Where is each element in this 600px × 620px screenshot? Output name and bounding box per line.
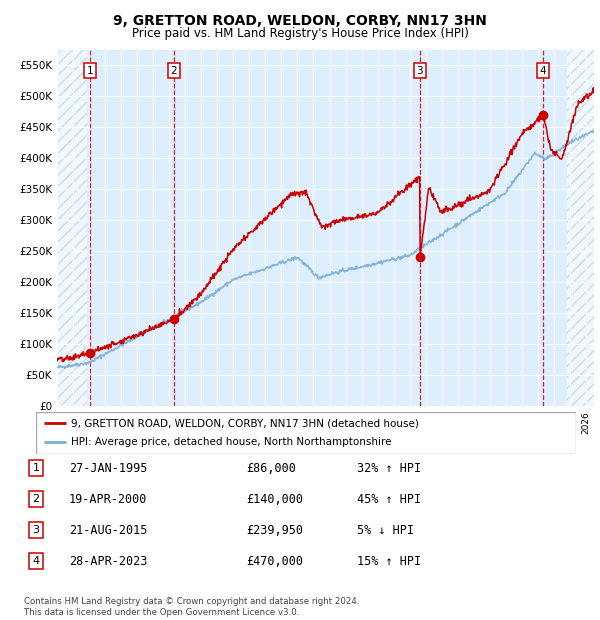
Text: 28-APR-2023: 28-APR-2023 [69, 555, 148, 567]
Text: £239,950: £239,950 [246, 524, 303, 536]
Text: 2: 2 [171, 66, 178, 76]
Text: HPI: Average price, detached house, North Northamptonshire: HPI: Average price, detached house, Nort… [71, 438, 392, 448]
Text: 9, GRETTON ROAD, WELDON, CORBY, NN17 3HN: 9, GRETTON ROAD, WELDON, CORBY, NN17 3HN [113, 14, 487, 28]
Text: Contains HM Land Registry data © Crown copyright and database right 2024.
This d: Contains HM Land Registry data © Crown c… [24, 598, 359, 617]
Text: 21-AUG-2015: 21-AUG-2015 [69, 524, 148, 536]
Text: 2: 2 [32, 494, 40, 504]
Bar [57, 50, 88, 406]
Bar [567, 50, 594, 406]
Text: 19-APR-2000: 19-APR-2000 [69, 493, 148, 505]
Text: 1: 1 [32, 463, 40, 473]
Text: 45% ↑ HPI: 45% ↑ HPI [357, 493, 421, 505]
Text: 4: 4 [540, 66, 547, 76]
Text: 5% ↓ HPI: 5% ↓ HPI [357, 524, 414, 536]
Text: 9, GRETTON ROAD, WELDON, CORBY, NN17 3HN (detached house): 9, GRETTON ROAD, WELDON, CORBY, NN17 3HN… [71, 418, 419, 428]
Text: 27-JAN-1995: 27-JAN-1995 [69, 462, 148, 474]
Text: £470,000: £470,000 [246, 555, 303, 567]
Text: 32% ↑ HPI: 32% ↑ HPI [357, 462, 421, 474]
Text: 3: 3 [416, 66, 423, 76]
Text: 1: 1 [87, 66, 94, 76]
Text: 4: 4 [32, 556, 40, 566]
Text: £86,000: £86,000 [246, 462, 296, 474]
Text: 3: 3 [32, 525, 40, 535]
Text: Price paid vs. HM Land Registry's House Price Index (HPI): Price paid vs. HM Land Registry's House … [131, 27, 469, 40]
Text: £140,000: £140,000 [246, 493, 303, 505]
Text: 15% ↑ HPI: 15% ↑ HPI [357, 555, 421, 567]
